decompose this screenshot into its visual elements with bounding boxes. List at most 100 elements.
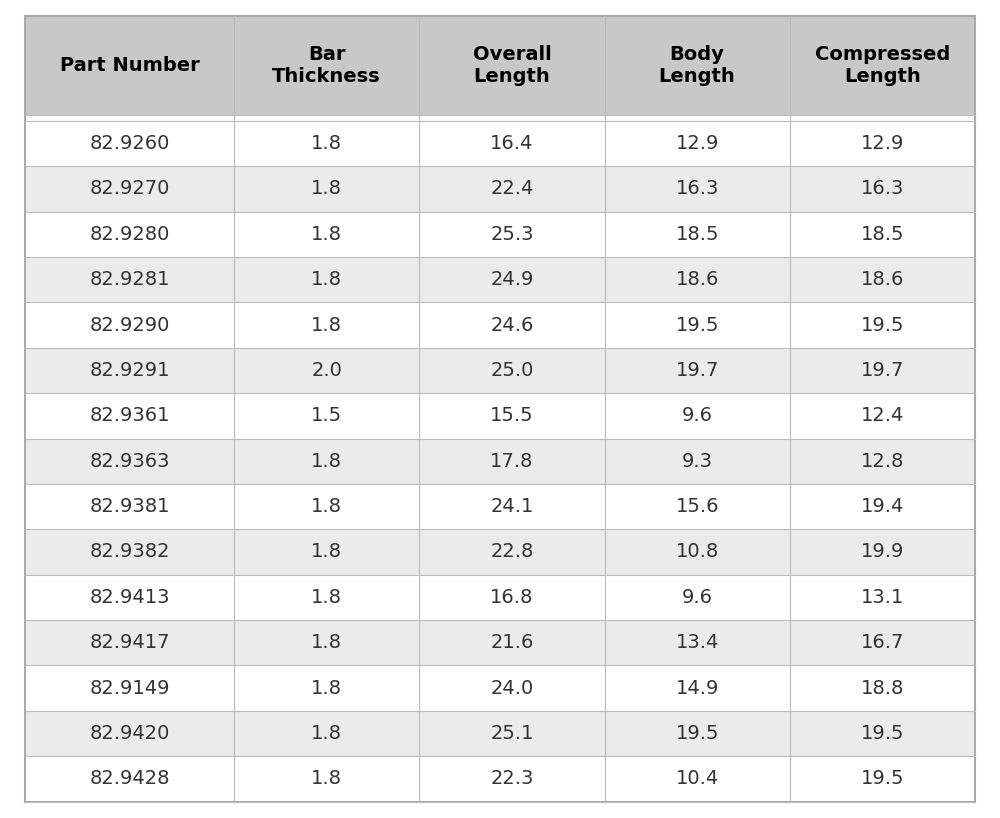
Text: 82.9420: 82.9420 — [89, 724, 170, 743]
Bar — [419, 575, 604, 620]
Text: 82.9270: 82.9270 — [89, 179, 170, 199]
Text: 82.9291: 82.9291 — [89, 361, 170, 380]
Text: 24.9: 24.9 — [490, 270, 534, 290]
Text: 25.0: 25.0 — [490, 361, 534, 380]
Bar — [604, 393, 790, 438]
Text: 12.9: 12.9 — [675, 134, 719, 153]
Bar — [25, 484, 234, 529]
Text: 16.3: 16.3 — [675, 179, 719, 199]
Text: 22.3: 22.3 — [490, 770, 534, 789]
Text: 82.9381: 82.9381 — [89, 497, 170, 516]
Bar — [234, 393, 419, 438]
Bar — [234, 711, 419, 757]
Bar — [790, 711, 975, 757]
Bar — [604, 620, 790, 666]
Text: 1.8: 1.8 — [311, 225, 342, 244]
Bar — [790, 438, 975, 484]
Text: 24.1: 24.1 — [490, 497, 534, 516]
Bar — [25, 166, 234, 212]
Bar — [234, 666, 419, 711]
Bar — [604, 438, 790, 484]
Text: 18.8: 18.8 — [861, 679, 904, 698]
Bar — [790, 484, 975, 529]
Text: 12.4: 12.4 — [861, 407, 904, 425]
Text: 82.9382: 82.9382 — [89, 542, 170, 561]
Bar — [25, 757, 234, 802]
Bar — [234, 529, 419, 575]
Text: Compressed
Length: Compressed Length — [815, 45, 950, 86]
Bar — [25, 438, 234, 484]
Text: 18.6: 18.6 — [861, 270, 904, 290]
Bar — [234, 620, 419, 666]
Bar — [790, 121, 975, 166]
Bar — [604, 666, 790, 711]
Bar — [604, 212, 790, 257]
Text: 9.6: 9.6 — [682, 407, 713, 425]
Text: 1.8: 1.8 — [311, 679, 342, 698]
Bar — [234, 484, 419, 529]
Bar — [25, 115, 975, 121]
Bar — [25, 303, 234, 348]
Text: 16.4: 16.4 — [490, 134, 534, 153]
Bar — [790, 393, 975, 438]
Bar — [419, 16, 604, 115]
Bar — [419, 303, 604, 348]
Text: 82.9361: 82.9361 — [89, 407, 170, 425]
Text: 82.9428: 82.9428 — [89, 770, 170, 789]
Text: 16.8: 16.8 — [490, 588, 534, 607]
Bar — [234, 257, 419, 303]
Bar — [234, 348, 419, 393]
Bar — [604, 529, 790, 575]
Bar — [419, 166, 604, 212]
Bar — [25, 666, 234, 711]
Text: 10.8: 10.8 — [676, 542, 719, 561]
Bar — [604, 257, 790, 303]
Bar — [25, 393, 234, 438]
Bar — [604, 303, 790, 348]
Bar — [25, 16, 234, 115]
Text: 82.9413: 82.9413 — [89, 588, 170, 607]
Text: 1.8: 1.8 — [311, 134, 342, 153]
Text: 21.6: 21.6 — [490, 633, 534, 652]
Text: 19.5: 19.5 — [861, 316, 904, 335]
Bar — [25, 257, 234, 303]
Bar — [419, 484, 604, 529]
Bar — [25, 212, 234, 257]
Text: Part Number: Part Number — [60, 56, 199, 75]
Bar — [790, 757, 975, 802]
Text: 10.4: 10.4 — [676, 770, 719, 789]
Text: 82.9149: 82.9149 — [89, 679, 170, 698]
Text: 1.8: 1.8 — [311, 588, 342, 607]
Bar — [25, 529, 234, 575]
Bar — [419, 757, 604, 802]
Text: 25.3: 25.3 — [490, 225, 534, 244]
Text: 2.0: 2.0 — [311, 361, 342, 380]
Bar — [234, 16, 419, 115]
Text: 25.1: 25.1 — [490, 724, 534, 743]
Text: 18.5: 18.5 — [861, 225, 904, 244]
Text: 14.9: 14.9 — [675, 679, 719, 698]
Bar — [790, 620, 975, 666]
Text: 82.9281: 82.9281 — [89, 270, 170, 290]
Text: 19.5: 19.5 — [675, 724, 719, 743]
Text: 18.5: 18.5 — [675, 225, 719, 244]
Bar — [25, 348, 234, 393]
Text: 1.8: 1.8 — [311, 770, 342, 789]
Text: 18.6: 18.6 — [675, 270, 719, 290]
Text: 1.8: 1.8 — [311, 316, 342, 335]
Text: 24.0: 24.0 — [490, 679, 534, 698]
Text: 1.8: 1.8 — [311, 633, 342, 652]
Text: 9.6: 9.6 — [682, 588, 713, 607]
Text: 1.8: 1.8 — [311, 270, 342, 290]
Text: 19.7: 19.7 — [861, 361, 904, 380]
Text: 19.7: 19.7 — [675, 361, 719, 380]
Text: 16.7: 16.7 — [861, 633, 904, 652]
Bar — [419, 711, 604, 757]
Bar — [790, 166, 975, 212]
Bar — [419, 348, 604, 393]
Bar — [790, 348, 975, 393]
Bar — [604, 711, 790, 757]
Bar — [419, 393, 604, 438]
Bar — [234, 575, 419, 620]
Bar — [234, 757, 419, 802]
